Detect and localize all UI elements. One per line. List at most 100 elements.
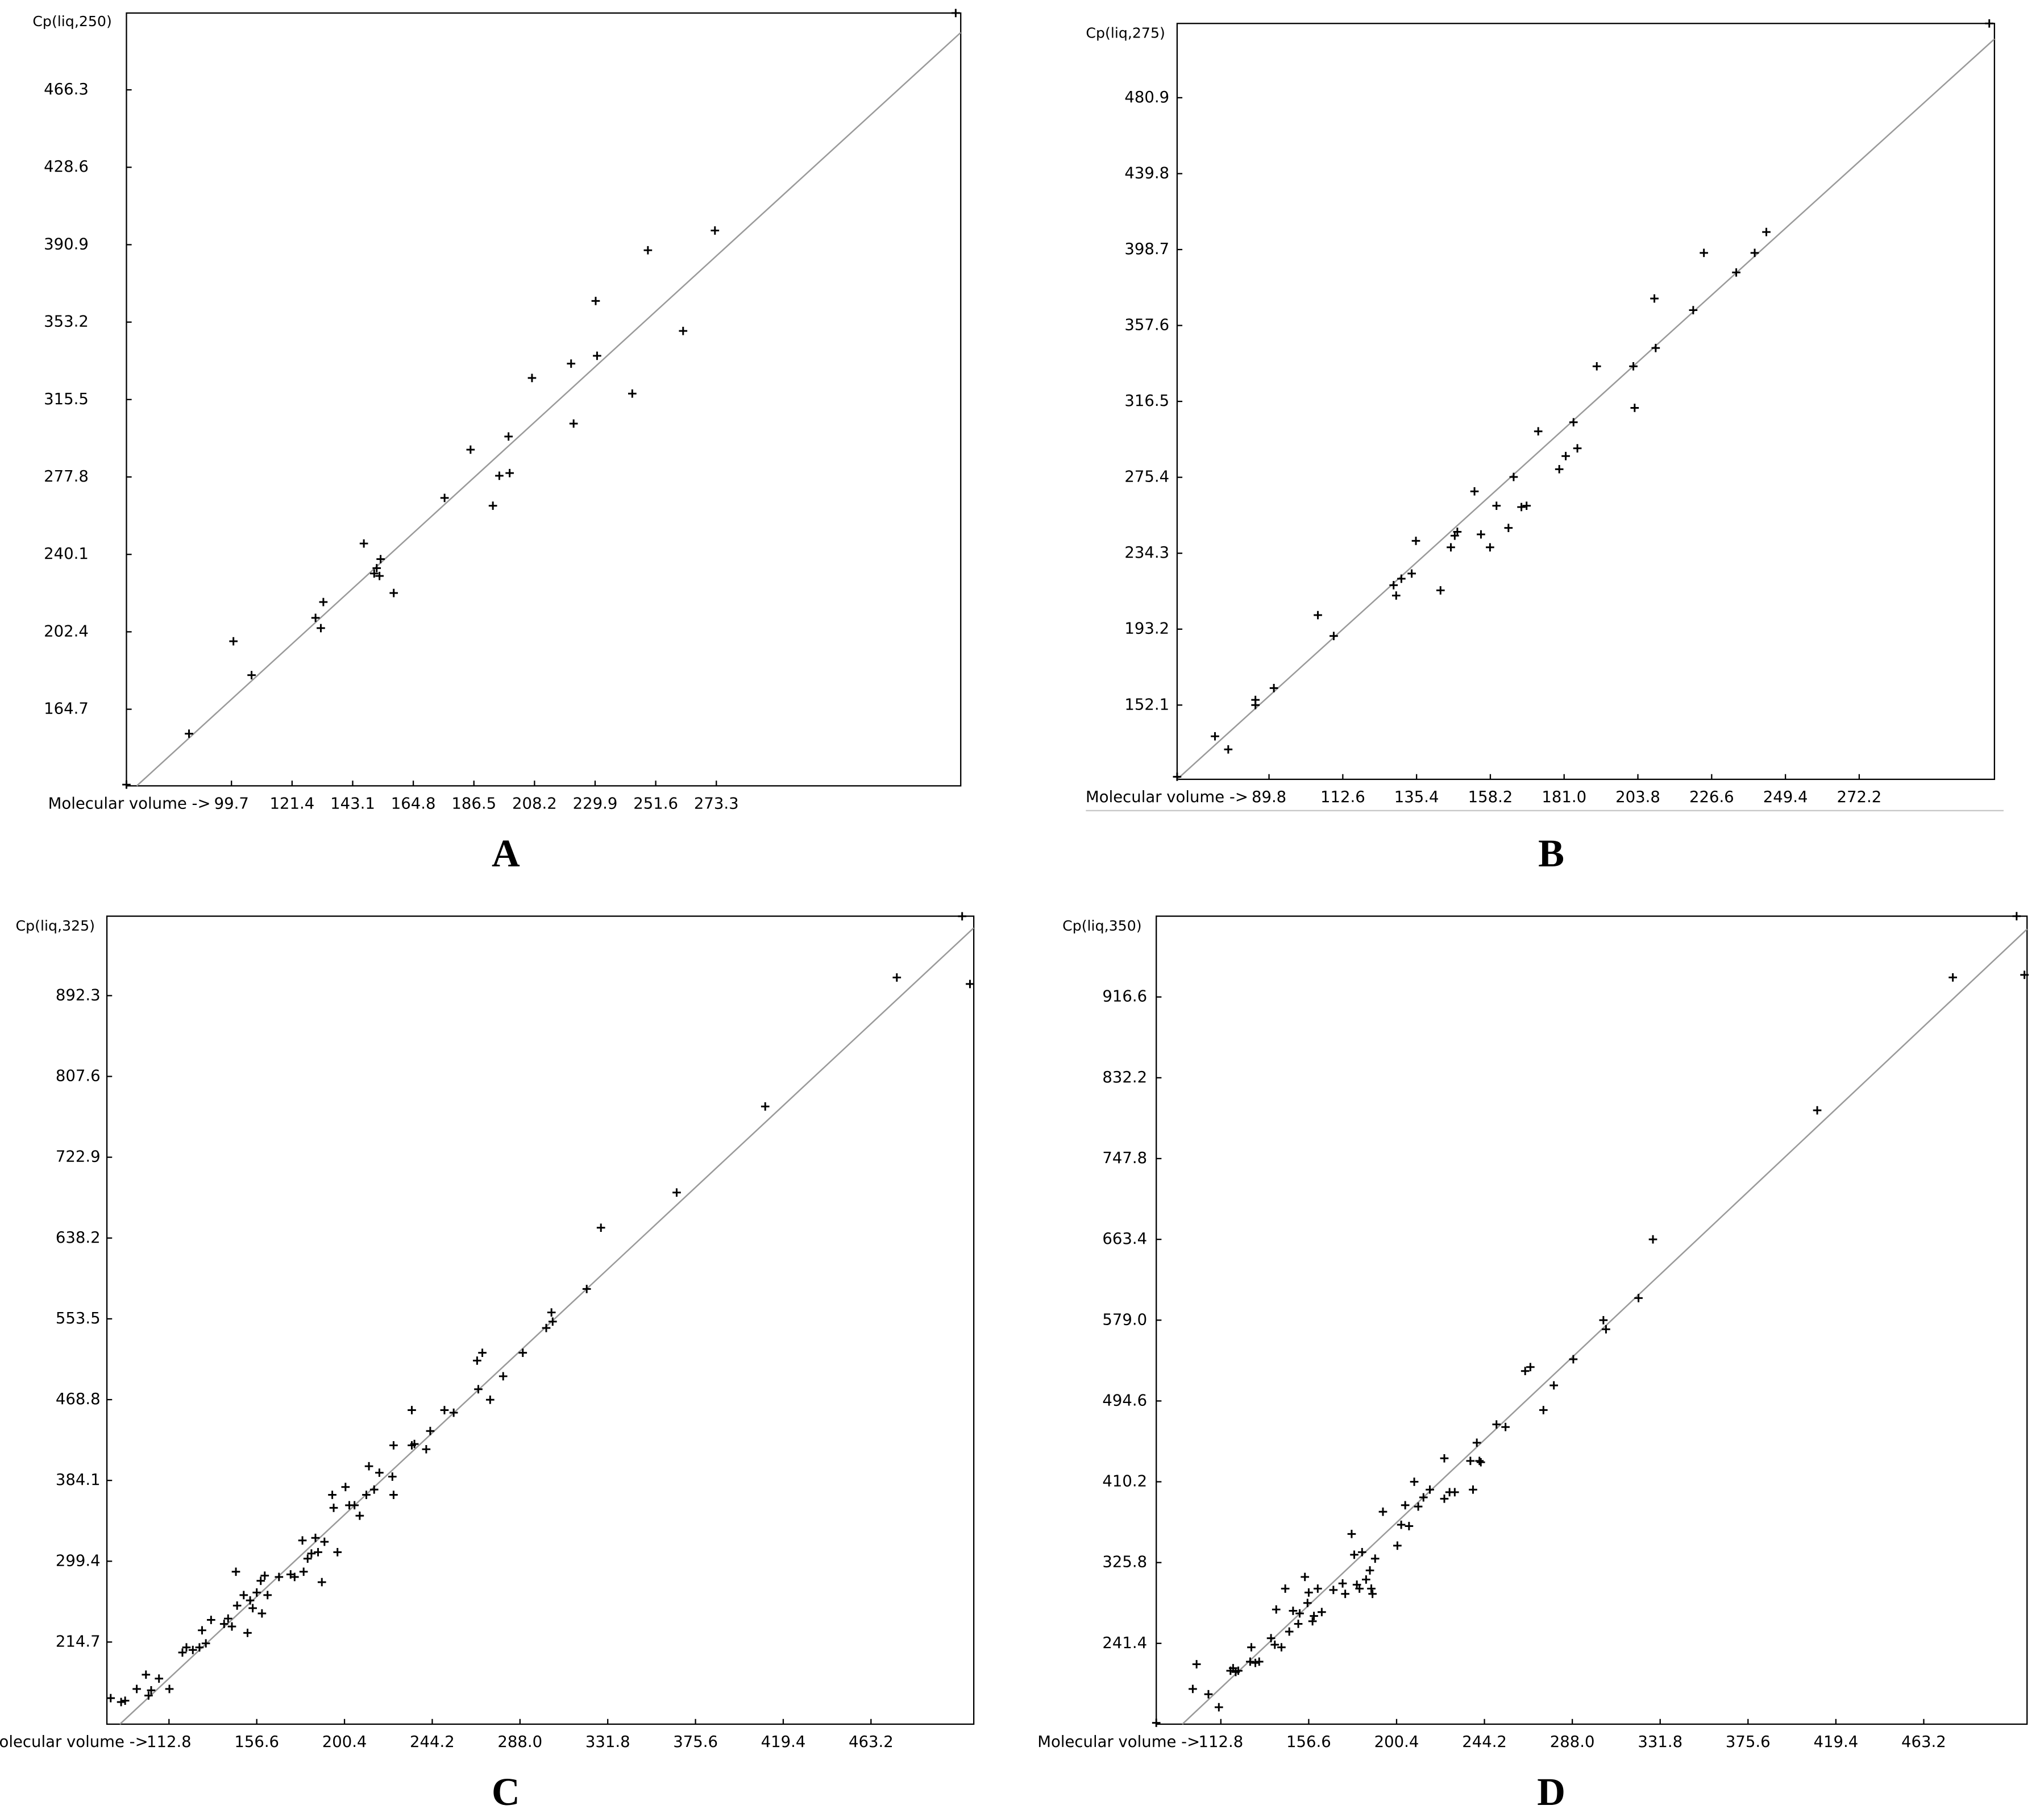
data-point — [1466, 1456, 1475, 1466]
y-tick-label: 316.5 — [1124, 392, 1169, 410]
data-point — [1341, 1589, 1350, 1599]
data-point — [1451, 1488, 1459, 1497]
data-point — [1419, 1493, 1428, 1502]
data-point — [290, 1572, 299, 1582]
data-point — [1314, 611, 1322, 620]
data-point — [1476, 1458, 1485, 1467]
data-point — [142, 1670, 151, 1679]
data-point — [1470, 487, 1479, 496]
data-point — [495, 471, 504, 480]
data-point — [488, 501, 497, 510]
data-point — [1270, 1640, 1279, 1649]
data-point — [485, 1395, 495, 1404]
data-point — [219, 1620, 229, 1628]
fit-line — [1182, 928, 2028, 1725]
data-point — [1492, 501, 1501, 510]
data-point — [505, 468, 514, 478]
data-point — [449, 1408, 458, 1417]
data-point — [1440, 1454, 1449, 1463]
data-point — [246, 1596, 255, 1605]
data-point — [320, 1537, 329, 1546]
data-point — [389, 1491, 398, 1499]
data-point — [263, 1591, 272, 1600]
data-point — [958, 912, 967, 921]
data-point — [1189, 1684, 1197, 1694]
data-point — [178, 1648, 187, 1657]
data-point — [303, 1554, 312, 1563]
data-point — [1254, 1657, 1264, 1666]
data-point — [328, 1491, 336, 1499]
y-tick-label: 357.6 — [1124, 316, 1169, 334]
x-tick-label: 135.4 — [1394, 788, 1439, 806]
x-tick-label: 99.7 — [214, 794, 249, 812]
data-point — [1750, 248, 1759, 258]
data-point — [1152, 1719, 1161, 1727]
data-point — [341, 1483, 350, 1492]
data-point — [239, 1591, 248, 1600]
data-point — [952, 9, 960, 18]
x-axis-label: Molecular volume -> — [48, 794, 211, 812]
data-point — [1338, 1579, 1347, 1588]
data-point — [1411, 537, 1420, 545]
y-tick-label: 480.9 — [1124, 88, 1169, 106]
data-point — [1629, 362, 1638, 371]
x-axis-label: Molecular volume -> — [1086, 788, 1248, 806]
data-point — [440, 493, 449, 503]
data-point — [548, 1317, 557, 1326]
data-point — [2012, 912, 2021, 920]
x-tick-label: 244.2 — [1462, 1733, 1507, 1751]
data-point — [1246, 1657, 1254, 1666]
x-tick-label: 249.4 — [1763, 788, 1808, 806]
data-point — [1211, 732, 1219, 741]
data-point — [1289, 1607, 1298, 1615]
data-point — [314, 1548, 322, 1556]
data-point — [426, 1426, 435, 1435]
x-tick-label: 288.0 — [497, 1733, 542, 1751]
y-tick-label: 234.3 — [1124, 543, 1169, 562]
data-point — [1303, 1599, 1312, 1608]
data-point — [359, 539, 368, 548]
data-point — [1517, 503, 1526, 512]
x-tick-label: 121.4 — [269, 794, 314, 812]
data-point — [1520, 1367, 1530, 1376]
data-point — [1648, 1235, 1657, 1244]
data-point — [231, 1567, 240, 1576]
data-point — [355, 1511, 364, 1520]
data-point — [1555, 464, 1564, 474]
x-tick-label: 200.4 — [1374, 1733, 1419, 1751]
data-point — [1192, 1660, 1201, 1668]
data-point — [1214, 1703, 1223, 1712]
data-point — [596, 1223, 605, 1232]
data-point — [1281, 1584, 1290, 1593]
y-tick-label: 439.8 — [1124, 164, 1169, 182]
y-tick-label: 722.9 — [56, 1148, 101, 1166]
x-tick-label: 463.2 — [849, 1733, 894, 1751]
data-point — [1549, 1381, 1559, 1390]
y-tick-label: 832.2 — [1102, 1068, 1147, 1086]
data-point — [248, 1604, 257, 1613]
data-point — [1453, 528, 1462, 536]
data-point — [440, 1406, 449, 1414]
data-point — [1294, 1620, 1303, 1628]
data-point — [408, 1406, 416, 1414]
data-point — [260, 1571, 269, 1580]
data-point — [1569, 418, 1578, 427]
data-point — [1301, 1572, 1310, 1582]
data-point — [643, 246, 653, 255]
data-point — [892, 973, 901, 982]
data-point — [567, 359, 576, 368]
data-point — [547, 1308, 556, 1317]
x-tick-label: 208.2 — [512, 794, 557, 812]
data-point — [1350, 1550, 1358, 1559]
data-point — [311, 1533, 320, 1542]
x-tick-label: 143.1 — [330, 794, 375, 812]
data-point — [473, 1356, 481, 1365]
data-point — [155, 1674, 164, 1683]
y-tick-label: 325.8 — [1102, 1553, 1147, 1571]
data-point — [1304, 1588, 1313, 1597]
y-tick-label: 398.7 — [1124, 240, 1169, 258]
data-point — [1370, 1554, 1380, 1563]
data-point — [252, 1588, 261, 1597]
data-point — [1501, 1422, 1510, 1431]
